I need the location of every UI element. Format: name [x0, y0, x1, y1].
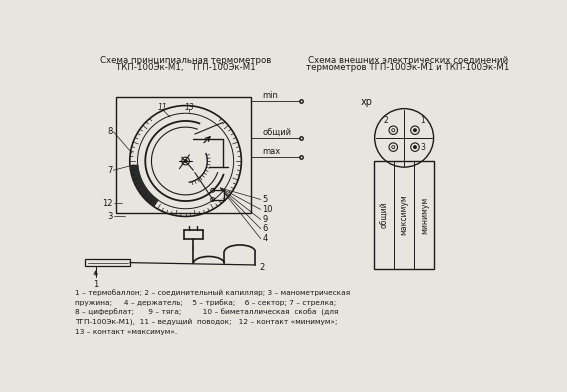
Text: Схема принципиальная термометров: Схема принципиальная термометров: [100, 56, 271, 65]
Text: общий: общий: [263, 128, 291, 137]
Text: 8: 8: [107, 127, 113, 136]
Text: 7: 7: [107, 166, 113, 175]
Text: 10: 10: [263, 205, 273, 214]
Text: максимум: максимум: [400, 194, 409, 235]
Polygon shape: [131, 165, 158, 206]
Text: 12: 12: [102, 199, 113, 208]
Text: 4: 4: [263, 234, 268, 243]
Text: min: min: [263, 91, 278, 100]
Text: 6: 6: [263, 224, 268, 233]
Text: 13: 13: [185, 103, 194, 112]
Text: общий: общий: [379, 201, 388, 228]
Text: 1 – термобаллон; 2 – соединительный капилляр; 3 – манометрическая
пружина;     4: 1 – термобаллон; 2 – соединительный капи…: [75, 289, 350, 335]
Text: хр: хр: [361, 97, 373, 107]
Circle shape: [413, 145, 417, 149]
Text: 5: 5: [263, 195, 268, 204]
Text: минимум: минимум: [420, 196, 429, 234]
Bar: [85, 259, 130, 266]
Text: 2: 2: [383, 116, 388, 125]
Text: 1: 1: [420, 116, 425, 125]
Text: термометров ТГП-100Эк-М1 и ТКП-100Эк-М1: термометров ТГП-100Эк-М1 и ТКП-100Эк-М1: [306, 63, 510, 72]
Text: 1: 1: [93, 280, 98, 289]
Text: max: max: [263, 147, 281, 156]
Bar: [116, 97, 251, 212]
Circle shape: [184, 160, 187, 163]
Bar: [374, 161, 434, 269]
Text: Схема внешних электрических соединений: Схема внешних электрических соединений: [308, 56, 508, 65]
Circle shape: [413, 129, 417, 132]
Text: 9: 9: [263, 215, 268, 224]
Text: 3: 3: [107, 212, 113, 221]
Text: 2: 2: [259, 263, 264, 272]
Text: 11: 11: [158, 103, 167, 112]
Text: ТКП-100Эк-М1,   ТГП-100Эк-М1: ТКП-100Эк-М1, ТГП-100Эк-М1: [116, 63, 256, 72]
Text: 3: 3: [420, 143, 425, 152]
